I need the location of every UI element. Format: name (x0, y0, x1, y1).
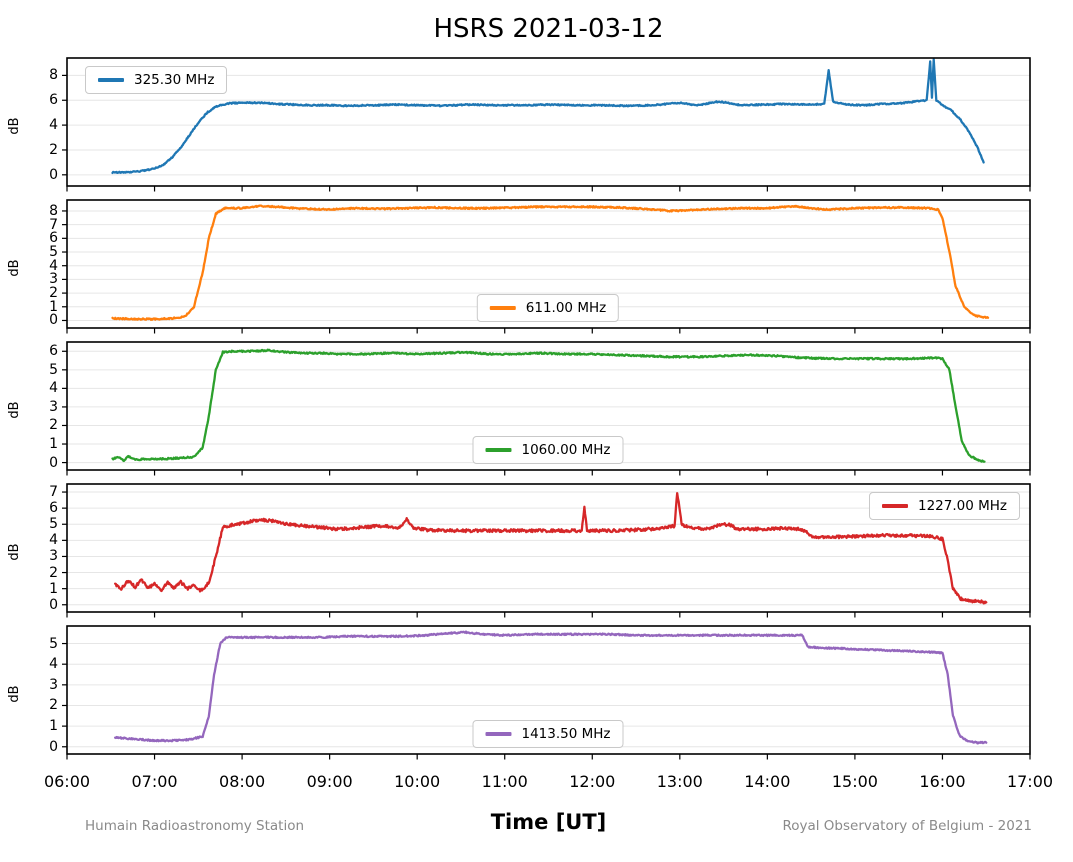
legend-1060-00-mhz: 1060.00 MHz (472, 436, 624, 464)
y-tick-label: 3 (49, 676, 58, 693)
legend-325-30-mhz: 325.30 MHz (85, 66, 228, 94)
y-tick-label: 7 (49, 484, 58, 501)
series-line-611-00-mhz (111, 204, 990, 321)
panel-1227-00-mhz: dB 0 1 2 3 4 5 6 7 1227.00 MHz (0, 483, 1073, 620)
y-tick-label: 2 (49, 697, 58, 714)
y-tick-label: 3 (49, 398, 58, 415)
y-tick-label: 5 (49, 361, 58, 378)
x-tick-label: 13:00 (656, 772, 703, 791)
x-tick-label: 16:00 (919, 772, 966, 791)
legend-line-sample (98, 78, 124, 82)
x-axis-tick-labels: 06:00 07:00 08:00 09:00 10:00 11:00 12:00 13:00… (0, 772, 1073, 796)
panel-325-30-mhz: dB 0 2 4 6 8 325.30 MHz (0, 57, 1073, 194)
y-tick-label: 0 (49, 454, 58, 471)
legend-line-sample (881, 504, 908, 508)
y-tick-label: 6 (49, 500, 58, 517)
legend-1413-50-mhz: 1413.50 MHz (472, 720, 624, 748)
x-tick-label: 08:00 (219, 772, 266, 791)
y-tick-label: 5 (49, 244, 58, 261)
y-tick-label: 3 (49, 548, 58, 565)
x-tick-label: 11:00 (481, 772, 528, 791)
y-tick-label: 2 (49, 141, 58, 158)
x-tick-label: 10:00 (394, 772, 441, 791)
y-tick-label: 7 (49, 216, 58, 233)
y-tick-label: 5 (49, 516, 58, 533)
y-tick-label: 1 (49, 580, 58, 597)
series-line-1060-00-mhz (111, 348, 986, 463)
legend-label: 325.30 MHz (134, 72, 215, 88)
x-tick-label: 15:00 (831, 772, 878, 791)
y-tick-label: 0 (49, 596, 58, 613)
y-tick-label: 6 (49, 92, 58, 109)
x-tick-label: 17:00 (1006, 772, 1054, 791)
x-tick-label: 14:00 (744, 772, 791, 791)
y-tick-label: 4 (49, 656, 58, 673)
y-tick-label: 0 (49, 312, 58, 329)
y-tick-label: 4 (49, 532, 58, 549)
y-tick-label: 5 (49, 635, 58, 652)
legend-label: 1060.00 MHz (521, 442, 611, 458)
legend-label: 1413.50 MHz (521, 726, 611, 742)
y-tick-label: 6 (49, 343, 58, 360)
chart-title: HSRS 2021-03-12 (433, 14, 664, 44)
panel-1413-50-mhz: dB 0 1 2 3 4 5 1413.50 MHz (0, 625, 1073, 762)
legend-611-00-mhz: 611.00 MHz (476, 294, 620, 322)
footer-station-name: Humain Radioastronomy Station (85, 818, 305, 834)
panel-611-00-mhz: dB 0 1 2 3 4 5 6 7 8 611.00 MHz (0, 199, 1073, 336)
panel-1060-00-mhz: dB 0 1 2 3 4 5 6 1060.00 MHz (0, 341, 1073, 478)
y-tick-label: 0 (49, 738, 58, 755)
legend-line-sample (489, 306, 516, 310)
y-tick-label: 8 (49, 202, 58, 219)
legend-line-sample (485, 732, 512, 736)
x-tick-label: 09:00 (306, 772, 353, 791)
x-tick-label: 12:00 (569, 772, 616, 791)
y-tick-label: 2 (49, 285, 58, 302)
x-axis-label: Time [UT] (490, 810, 607, 834)
footer-observatory-credit: Royal Observatory of Belgium - 2021 (782, 818, 1032, 834)
y-tick-label: 1 (49, 298, 58, 315)
legend-label: 1227.00 MHz (917, 498, 1007, 514)
plot-area-611-00-mhz (62, 199, 1031, 334)
y-tick-label: 4 (49, 380, 58, 397)
y-tick-label: 4 (49, 117, 58, 134)
y-tick-label: 0 (49, 166, 58, 183)
y-tick-label: 1 (49, 436, 58, 453)
legend-line-sample (485, 448, 512, 452)
y-tick-label: 2 (49, 564, 58, 581)
y-tick-label: 1 (49, 718, 58, 735)
legend-1227-00-mhz: 1227.00 MHz (868, 492, 1020, 520)
plot-area-1227-00-mhz (62, 483, 1031, 618)
y-tick-label: 8 (49, 67, 58, 84)
y-tick-label: 2 (49, 417, 58, 434)
y-tick-label: 3 (49, 271, 58, 288)
x-tick-label: 06:00 (43, 772, 91, 791)
series-line-325-30-mhz (111, 58, 985, 175)
plot-area-325-30-mhz (62, 57, 1031, 192)
x-tick-label: 07:00 (131, 772, 178, 791)
legend-label: 611.00 MHz (525, 300, 607, 316)
series-line-1227-00-mhz (114, 492, 988, 605)
y-tick-label: 6 (49, 230, 58, 247)
y-tick-label: 4 (49, 257, 58, 274)
series-line-1413-50-mhz (114, 630, 988, 745)
